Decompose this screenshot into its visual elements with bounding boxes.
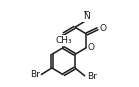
Text: O: O	[99, 24, 106, 33]
Text: O: O	[88, 43, 95, 52]
Text: Br: Br	[30, 70, 40, 79]
Text: Br: Br	[87, 72, 97, 81]
Text: CH₃: CH₃	[55, 36, 72, 45]
Text: N: N	[83, 12, 90, 21]
